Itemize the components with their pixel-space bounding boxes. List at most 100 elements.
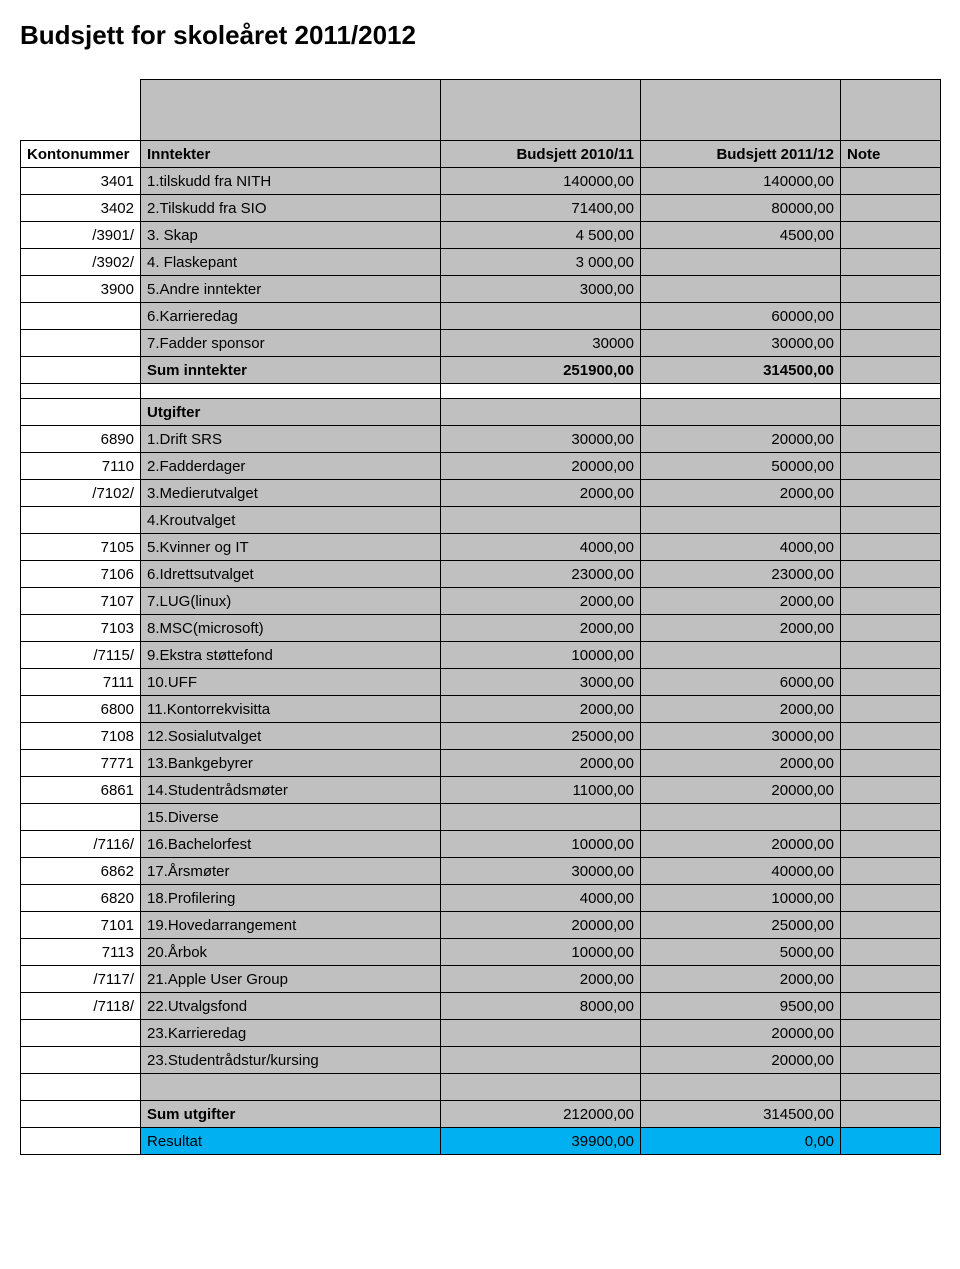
table-cell: 2000,00 [641, 588, 841, 615]
table-cell: 7107 [21, 588, 141, 615]
table-cell: 23000,00 [441, 561, 641, 588]
table-cell [841, 885, 941, 912]
table-cell [441, 80, 641, 141]
table-cell [841, 777, 941, 804]
table-cell: 23.Karrieredag [141, 1020, 441, 1047]
table-row: Sum utgifter212000,00314500,00 [21, 1101, 941, 1128]
table-cell [21, 80, 141, 141]
table-cell: 6890 [21, 426, 141, 453]
table-cell: 3.Medierutvalget [141, 480, 441, 507]
table-cell: 2000,00 [441, 615, 641, 642]
table-cell: 140000,00 [641, 168, 841, 195]
table-cell: 6000,00 [641, 669, 841, 696]
table-cell [841, 303, 941, 330]
table-cell: 7771 [21, 750, 141, 777]
table-row: Utgifter [21, 399, 941, 426]
table-row [21, 1074, 941, 1101]
table-cell [21, 1020, 141, 1047]
table-cell: 7110 [21, 453, 141, 480]
table-cell [21, 399, 141, 426]
table-cell: 15.Diverse [141, 804, 441, 831]
table-cell [441, 303, 641, 330]
table-row: 711110.UFF3000,006000,00 [21, 669, 941, 696]
table-cell [841, 966, 941, 993]
table-cell: /7116/ [21, 831, 141, 858]
table-cell: Sum utgifter [141, 1101, 441, 1128]
table-row: 686217.Årsmøter30000,0040000,00 [21, 858, 941, 885]
table-cell: 7101 [21, 912, 141, 939]
table-cell: /7117/ [21, 966, 141, 993]
table-cell: 3900 [21, 276, 141, 303]
table-cell [641, 507, 841, 534]
table-row: 68901.Drift SRS30000,0020000,00 [21, 426, 941, 453]
table-cell [21, 1074, 141, 1101]
table-cell: 22.Utvalgsfond [141, 993, 441, 1020]
table-cell: 7.Fadder sponsor [141, 330, 441, 357]
table-cell: 1.Drift SRS [141, 426, 441, 453]
table-cell [641, 804, 841, 831]
table-row: 34011.tilskudd fra NITH140000,00140000,0… [21, 168, 941, 195]
table-cell [641, 1074, 841, 1101]
table-row: 6.Karrieredag60000,00 [21, 303, 941, 330]
table-cell [21, 384, 141, 399]
table-cell [841, 507, 941, 534]
table-cell: 3000,00 [441, 669, 641, 696]
table-cell: 3 000,00 [441, 249, 641, 276]
table-cell: Budsjett 2010/11 [441, 141, 641, 168]
table-cell: 4.Kroutvalget [141, 507, 441, 534]
table-row: 682018.Profilering4000,0010000,00 [21, 885, 941, 912]
table-cell [841, 534, 941, 561]
table-cell [841, 480, 941, 507]
table-cell: 7108 [21, 723, 141, 750]
table-row: 71055.Kvinner og IT4000,004000,00 [21, 534, 941, 561]
table-cell: 10000,00 [441, 939, 641, 966]
table-row: 680011.Kontorrekvisitta2000,002000,00 [21, 696, 941, 723]
table-cell: 2000,00 [441, 696, 641, 723]
table-cell: 20000,00 [641, 1047, 841, 1074]
table-cell [21, 1128, 141, 1155]
table-cell: 19.Hovedarrangement [141, 912, 441, 939]
table-cell: 4500,00 [641, 222, 841, 249]
table-cell: 7113 [21, 939, 141, 966]
table-cell [21, 1047, 141, 1074]
table-cell [841, 384, 941, 399]
table-cell: 80000,00 [641, 195, 841, 222]
table-row: 710812.Sosialutvalget25000,0030000,00 [21, 723, 941, 750]
table-row: 7.Fadder sponsor3000030000,00 [21, 330, 941, 357]
table-cell: 9500,00 [641, 993, 841, 1020]
table-row: /3901/3. Skap4 500,004500,00 [21, 222, 941, 249]
table-cell: Kontonummer [21, 141, 141, 168]
table-cell: 2.Fadderdager [141, 453, 441, 480]
table-cell: 2000,00 [441, 480, 641, 507]
table-row: Sum inntekter251900,00314500,00 [21, 357, 941, 384]
table-cell [21, 357, 141, 384]
table-cell [841, 426, 941, 453]
table-cell [21, 804, 141, 831]
table-cell: 18.Profilering [141, 885, 441, 912]
table-cell [641, 276, 841, 303]
table-cell [641, 399, 841, 426]
table-cell [841, 831, 941, 858]
table-cell [841, 588, 941, 615]
table-row: 71077.LUG(linux)2000,002000,00 [21, 588, 941, 615]
table-cell: 140000,00 [441, 168, 641, 195]
table-cell [841, 1101, 941, 1128]
table-cell [841, 642, 941, 669]
table-cell: 314500,00 [641, 357, 841, 384]
table-cell: 2000,00 [641, 480, 841, 507]
table-cell: Note [841, 141, 941, 168]
table-cell: 16.Bachelorfest [141, 831, 441, 858]
table-cell: 6820 [21, 885, 141, 912]
table-cell: 7.LUG(linux) [141, 588, 441, 615]
table-header-row: KontonummerInntekterBudsjett 2010/11Buds… [21, 141, 941, 168]
table-cell: 40000,00 [641, 858, 841, 885]
table-cell [441, 1074, 641, 1101]
table-cell: /7115/ [21, 642, 141, 669]
table-row: /7116/16.Bachelorfest10000,0020000,00 [21, 831, 941, 858]
table-cell: 20000,00 [641, 1020, 841, 1047]
table-row: /7102/3.Medierutvalget2000,002000,00 [21, 480, 941, 507]
table-cell: 30000 [441, 330, 641, 357]
table-cell: 30000,00 [641, 330, 841, 357]
table-cell: 3000,00 [441, 276, 641, 303]
table-cell: 5.Andre inntekter [141, 276, 441, 303]
